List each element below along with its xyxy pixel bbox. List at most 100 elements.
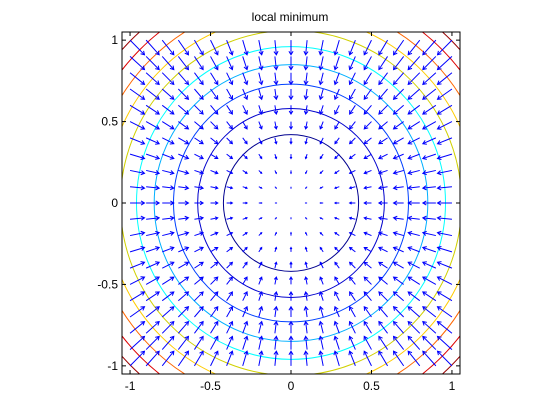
- vector-arrow: [258, 186, 263, 189]
- vector-arrow: [210, 261, 219, 269]
- vector-arrow: [258, 231, 263, 236]
- vector-arrow: [178, 215, 190, 221]
- vector-arrow: [436, 88, 453, 100]
- vector-arrow: [348, 350, 356, 367]
- vector-arrow: [145, 39, 160, 56]
- vector-arrow: [178, 276, 190, 285]
- vector-arrow: [319, 121, 324, 130]
- vector-arrow: [407, 246, 420, 253]
- vector-arrow: [392, 169, 404, 175]
- vector-arrow: [242, 335, 249, 350]
- vector-arrow: [210, 88, 219, 101]
- vector-arrow: [289, 170, 293, 175]
- vector-arrow: [129, 230, 146, 237]
- vector-arrow: [258, 201, 263, 205]
- vector-arrow: [334, 153, 340, 160]
- vector-arrow: [178, 121, 190, 130]
- vector-arrow: [258, 246, 263, 253]
- x-tick-label: -0.5: [200, 379, 221, 393]
- vector-arrow: [363, 231, 372, 237]
- vector-arrow: [258, 335, 264, 350]
- vector-arrow: [146, 185, 161, 191]
- vector-arrow: [305, 170, 308, 175]
- vector-arrow: [304, 153, 308, 160]
- vector-arrow: [334, 105, 340, 115]
- vector-arrow: [363, 72, 372, 86]
- x-tick-label: 0.5: [363, 379, 380, 393]
- vector-arrow: [161, 306, 175, 318]
- vector-arrow: [210, 335, 219, 350]
- vector-arrow: [129, 350, 146, 367]
- vector-arrow: [242, 186, 248, 190]
- vector-arrow: [145, 72, 160, 86]
- vector-arrow: [392, 185, 404, 191]
- vector-arrow: [242, 153, 248, 160]
- vector-arrow: [363, 185, 372, 190]
- vector-arrow: [145, 306, 160, 318]
- x-axis: -1 -0.5 0 0.5 1: [125, 32, 456, 393]
- vector-arrow: [407, 261, 420, 269]
- vector-arrow: [436, 104, 453, 115]
- vector-arrow: [210, 121, 219, 130]
- vector-arrow: [274, 137, 278, 145]
- vector-arrow: [378, 121, 388, 130]
- vector-arrow: [210, 72, 219, 86]
- vector-arrow: [319, 276, 324, 285]
- vector-arrow: [334, 170, 340, 174]
- vector-arrow: [210, 305, 219, 318]
- vector-arrow: [194, 231, 205, 237]
- vector-arrow: [422, 320, 437, 334]
- vector-arrow: [145, 291, 160, 302]
- vector-arrow: [407, 121, 421, 130]
- vector-arrow: [242, 246, 248, 253]
- vector-arrow: [258, 137, 263, 145]
- vector-arrow: [333, 88, 340, 101]
- vector-arrow: [178, 104, 190, 115]
- vector-arrow: [377, 231, 388, 237]
- vector-arrow: [129, 245, 146, 253]
- y-tick-label: -1: [107, 359, 118, 373]
- vector-arrow: [392, 231, 404, 237]
- vector-arrow: [407, 104, 421, 115]
- vector-arrow: [210, 201, 219, 205]
- vector-arrow: [363, 291, 372, 302]
- vector-arrow: [258, 153, 263, 160]
- vector-arrow: [129, 88, 146, 100]
- vector-arrow: [210, 276, 219, 285]
- vector-arrow: [378, 88, 388, 101]
- vector-arrow: [194, 104, 204, 115]
- vector-arrow: [288, 350, 294, 366]
- vector-arrow: [210, 320, 219, 334]
- vector-arrow: [145, 335, 160, 350]
- vector-arrow: [177, 320, 190, 334]
- vector-arrow: [436, 121, 453, 130]
- vector-arrow: [392, 200, 404, 206]
- vector-arrow: [178, 246, 190, 253]
- vector-arrow: [129, 56, 146, 71]
- vector-arrow: [194, 169, 205, 175]
- vector-arrow: [226, 105, 233, 115]
- vector-arrow: [363, 276, 372, 285]
- vector-arrow: [273, 105, 279, 116]
- vector-arrow: [334, 121, 340, 130]
- vector-arrow: [258, 261, 263, 269]
- vector-arrow: [421, 200, 436, 206]
- vector-arrow: [194, 137, 204, 145]
- vector-arrow: [377, 200, 388, 206]
- vector-arrow: [392, 153, 404, 160]
- vector-arrow: [289, 276, 293, 285]
- vector-arrow: [421, 121, 437, 130]
- vector-arrow: [319, 137, 324, 145]
- vector-arrow: [303, 290, 309, 301]
- vector-arrow: [334, 137, 340, 145]
- vector-arrow: [242, 170, 248, 174]
- vector-arrow: [226, 320, 234, 334]
- vector-arrow: [194, 261, 204, 269]
- vector-arrow: [210, 350, 219, 367]
- vector-arrow: [274, 153, 278, 160]
- vector-arrow: [288, 56, 294, 71]
- vector-arrow: [258, 305, 264, 318]
- vector-arrow: [162, 261, 175, 269]
- vector-arrow: [363, 261, 372, 269]
- vector-arrow: [363, 137, 372, 145]
